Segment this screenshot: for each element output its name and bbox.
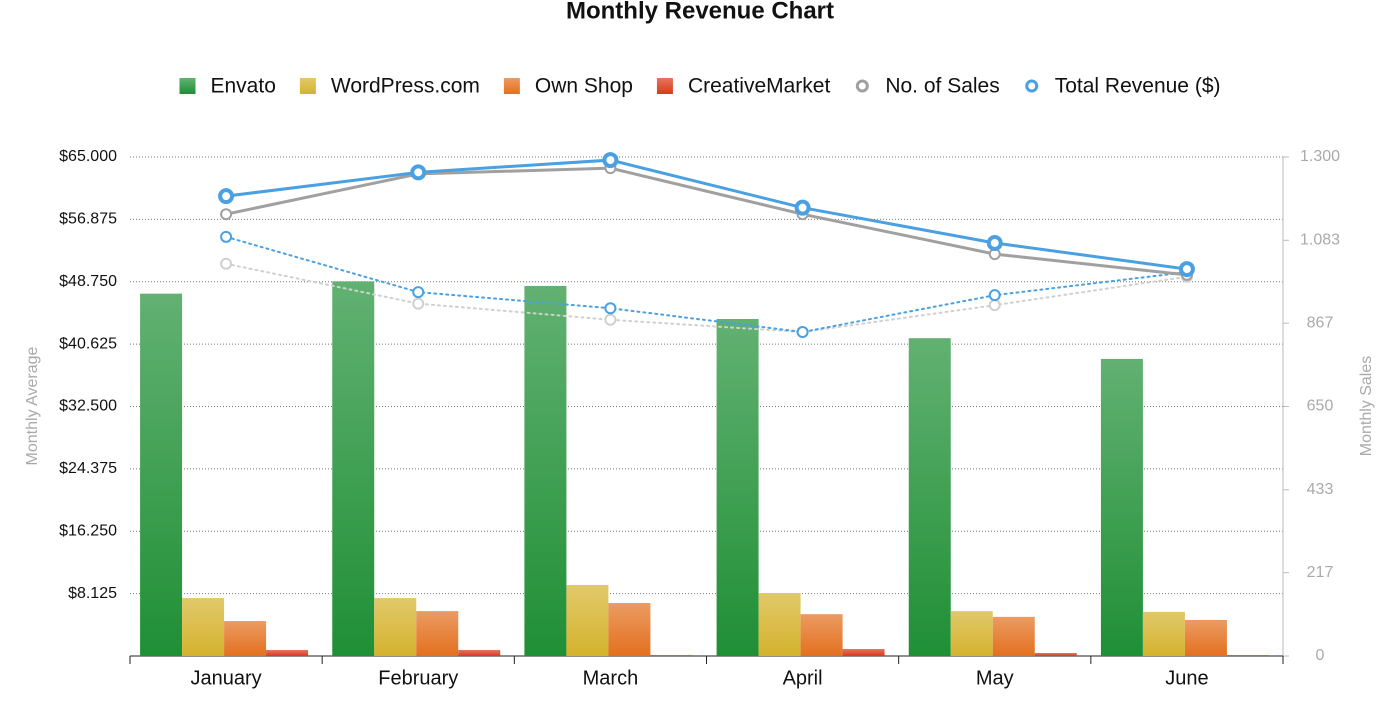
x-tick-label: February bbox=[378, 667, 458, 689]
y2-tick-label: 217 bbox=[1307, 564, 1334, 581]
line-point bbox=[988, 299, 1001, 312]
legend-swatch bbox=[656, 78, 673, 94]
bar bbox=[266, 650, 309, 656]
legend-label: No. of Sales bbox=[885, 75, 999, 98]
bar bbox=[332, 281, 375, 656]
line-point bbox=[604, 313, 617, 326]
bar bbox=[1184, 619, 1227, 656]
bar bbox=[992, 616, 1035, 656]
x-tick-label: April bbox=[783, 667, 823, 689]
legend-label: Envato bbox=[211, 75, 276, 98]
y2-tick-label: 867 bbox=[1307, 314, 1334, 331]
chart-title: Monthly Revenue Chart bbox=[566, 0, 834, 24]
bar bbox=[758, 593, 801, 656]
bar bbox=[182, 598, 225, 656]
bar bbox=[566, 584, 609, 656]
y2-tick-label: 650 bbox=[1307, 398, 1334, 415]
bar bbox=[524, 285, 567, 656]
legend-label: Total Revenue ($) bbox=[1055, 75, 1221, 98]
legend: Envato WordPress.com Own Shop CreativeMarke… bbox=[179, 75, 1221, 98]
bar bbox=[908, 338, 951, 656]
bar bbox=[224, 621, 267, 656]
y-tick-label: $40.625 bbox=[59, 335, 117, 352]
line-point bbox=[986, 234, 1003, 251]
bar bbox=[800, 614, 843, 656]
bar bbox=[842, 649, 885, 656]
legend-swatch bbox=[299, 78, 316, 94]
legend-swatch bbox=[1025, 79, 1039, 93]
legend-swatch bbox=[179, 78, 196, 94]
bar bbox=[716, 318, 759, 656]
legend-label: Own Shop bbox=[535, 75, 633, 98]
line-point bbox=[796, 326, 809, 339]
line-point bbox=[220, 230, 233, 243]
y-tick-label: $32.500 bbox=[59, 398, 117, 415]
bar bbox=[416, 611, 459, 656]
x-tick-label: January bbox=[191, 667, 262, 689]
y-tick-label: $16.250 bbox=[59, 522, 117, 539]
line-point bbox=[220, 208, 233, 221]
line bbox=[224, 158, 1189, 271]
legend-swatch bbox=[503, 78, 520, 94]
line-point bbox=[412, 286, 425, 299]
y-tick-label: $48.750 bbox=[59, 273, 117, 290]
y-tick-label: $56.875 bbox=[59, 211, 117, 228]
bar bbox=[1034, 653, 1077, 656]
legend-label: CreativeMarket bbox=[688, 75, 831, 98]
bar bbox=[1142, 611, 1185, 656]
x-tick-label: March bbox=[583, 667, 639, 689]
line-point bbox=[794, 199, 811, 216]
bar bbox=[608, 603, 651, 656]
line-point bbox=[988, 289, 1001, 302]
line-point bbox=[604, 302, 617, 315]
bar bbox=[950, 611, 993, 656]
x-tick-label: June bbox=[1165, 667, 1208, 689]
y2-tick-label: 0 bbox=[1316, 647, 1325, 664]
y-axis-title: Monthly Average bbox=[24, 346, 41, 465]
x-tick-label: May bbox=[976, 667, 1014, 689]
bar bbox=[140, 293, 183, 656]
line-point bbox=[1178, 261, 1195, 278]
bar bbox=[650, 655, 693, 656]
bar bbox=[1226, 655, 1269, 656]
line-point bbox=[410, 164, 427, 181]
bar bbox=[374, 598, 417, 656]
bar bbox=[1100, 358, 1143, 656]
y-tick-label: $24.375 bbox=[59, 460, 117, 477]
line bbox=[224, 166, 1189, 277]
line bbox=[225, 262, 1188, 334]
bar bbox=[458, 650, 501, 656]
legend-swatch bbox=[855, 79, 869, 93]
line-point bbox=[602, 152, 619, 169]
y2-tick-label: 433 bbox=[1307, 481, 1334, 498]
line-point bbox=[220, 257, 233, 270]
legend-label: WordPress.com bbox=[331, 75, 480, 98]
y2-tick-label: 1.300 bbox=[1300, 148, 1340, 165]
y-tick-label: $65.000 bbox=[59, 148, 117, 165]
y-tick-label: $8.125 bbox=[68, 585, 117, 602]
y2-tick-label: 1.083 bbox=[1300, 232, 1340, 249]
y2-axis-title: Monthly Sales bbox=[1358, 356, 1375, 457]
line-point bbox=[412, 297, 425, 310]
line-point bbox=[218, 188, 235, 205]
